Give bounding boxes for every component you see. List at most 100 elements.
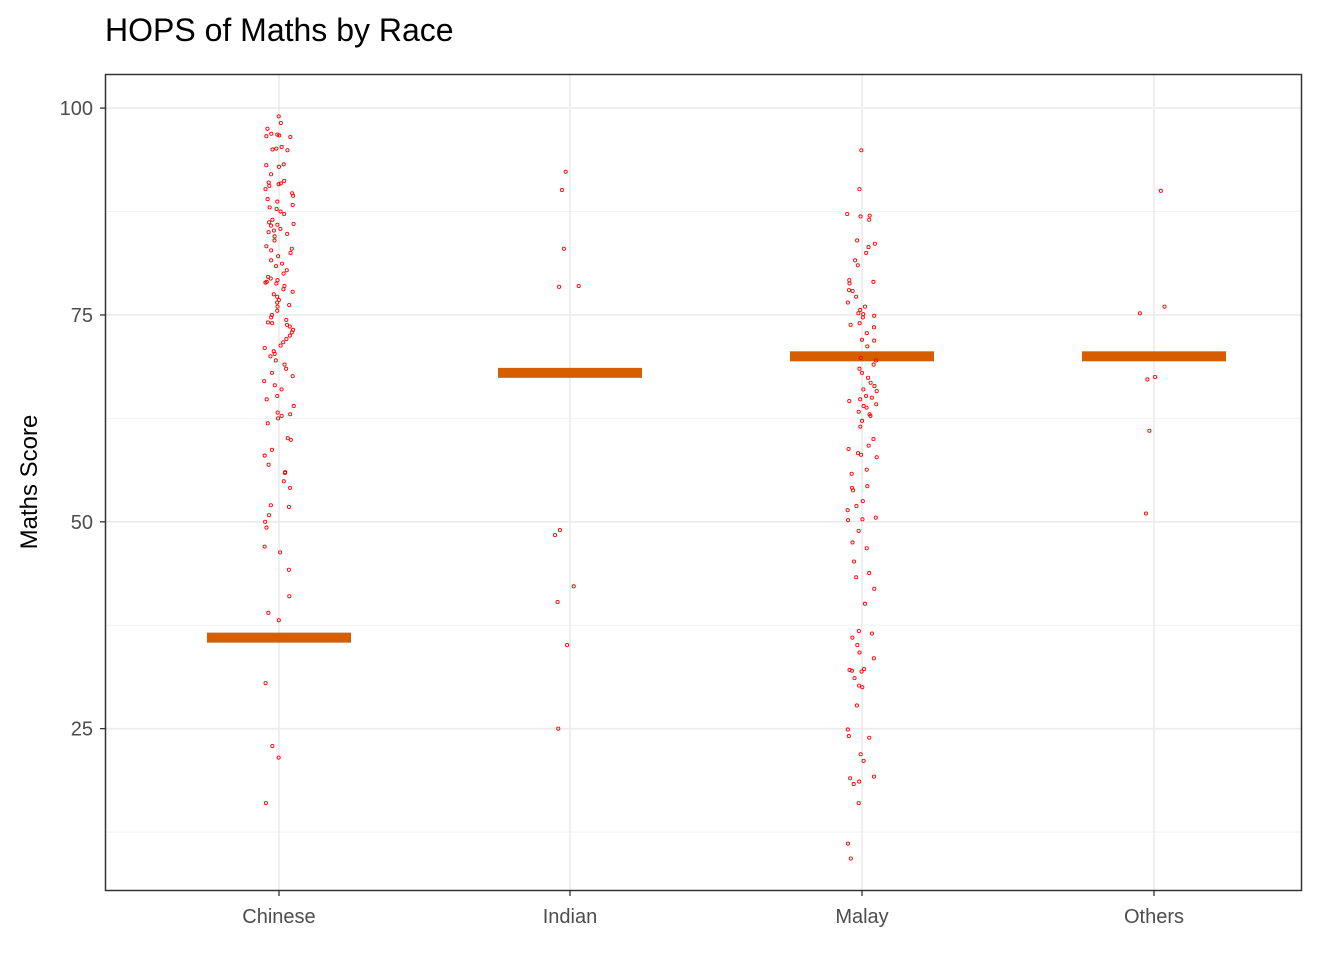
data-point <box>268 276 273 281</box>
data-point <box>286 567 291 572</box>
data-point <box>284 317 289 322</box>
data-point <box>869 395 874 400</box>
data-point <box>263 681 268 686</box>
data-point <box>850 288 855 294</box>
data-point <box>864 393 869 399</box>
data-point <box>275 222 280 227</box>
data-point <box>282 283 287 289</box>
data-point <box>263 519 268 524</box>
data-point <box>264 244 269 249</box>
data-point <box>845 300 850 305</box>
data-point <box>275 308 280 313</box>
data-point <box>845 727 850 732</box>
data-point <box>859 337 865 342</box>
data-point <box>265 421 270 426</box>
data-point <box>845 508 850 513</box>
data-point <box>265 197 270 202</box>
data-point <box>267 183 272 188</box>
data-point <box>264 397 269 402</box>
data-point <box>860 315 865 320</box>
data-point <box>268 354 273 359</box>
data-point <box>867 735 872 740</box>
data-point <box>871 279 876 284</box>
data-point <box>854 575 859 580</box>
data-point <box>1158 188 1163 193</box>
data-point <box>282 211 287 217</box>
data-point <box>872 338 877 343</box>
data-point <box>274 281 279 286</box>
data-point <box>858 355 863 361</box>
data-point <box>276 254 281 259</box>
data-point <box>556 726 561 731</box>
chart-title: HOPS of Maths by Race <box>105 12 454 48</box>
data-point <box>268 223 274 228</box>
data-point <box>275 199 280 204</box>
data-point <box>291 193 296 198</box>
summary-bars <box>207 351 1226 643</box>
data-point <box>858 214 863 219</box>
data-point <box>264 134 269 139</box>
data-point <box>288 437 293 442</box>
data-point <box>284 268 289 273</box>
data-point <box>872 313 877 318</box>
data-point <box>280 261 285 266</box>
data-point <box>563 169 568 174</box>
data-point <box>869 631 874 636</box>
data-point <box>866 443 871 448</box>
data-point <box>571 584 576 589</box>
data-point <box>290 374 295 379</box>
data-point <box>561 246 566 251</box>
data-point <box>557 284 562 289</box>
data-point <box>866 375 871 380</box>
data-point <box>856 528 861 533</box>
data-point <box>868 380 873 385</box>
data-point <box>284 366 289 371</box>
data-point <box>849 668 854 673</box>
data-point <box>857 366 862 371</box>
data-point <box>859 370 864 375</box>
data-point <box>287 324 292 329</box>
data-point <box>281 340 286 345</box>
data-point <box>265 320 271 325</box>
y-tick-label: 75 <box>71 305 93 327</box>
data-point <box>288 250 293 255</box>
data-point <box>847 281 852 286</box>
data-point <box>270 743 275 749</box>
data-point <box>275 294 280 299</box>
data-point <box>851 782 856 787</box>
data-point <box>262 544 267 549</box>
data-point <box>266 180 271 185</box>
data-point <box>872 384 877 389</box>
data-point <box>275 304 280 309</box>
data-point <box>282 362 287 367</box>
data-point <box>269 258 274 263</box>
data-point <box>268 503 273 508</box>
data-point <box>861 403 866 409</box>
data-point <box>856 409 861 414</box>
data-point <box>864 546 869 551</box>
data-point <box>271 228 276 233</box>
data-point <box>864 405 869 410</box>
data-point <box>848 322 853 327</box>
data-point <box>277 133 282 138</box>
data-point <box>289 330 294 335</box>
data-point <box>871 656 876 661</box>
data-point <box>868 413 873 418</box>
data-point <box>286 504 291 509</box>
summary-bar-others <box>1082 351 1226 362</box>
data-point <box>873 515 878 520</box>
data-point <box>285 436 290 441</box>
data-point <box>861 758 866 763</box>
data-point <box>266 230 271 235</box>
data-point <box>555 600 560 605</box>
data-point <box>867 213 872 218</box>
data-point <box>263 187 268 192</box>
x-tick-label-others: Others <box>1124 906 1184 928</box>
data-point <box>857 650 862 655</box>
summary-bar-chinese <box>207 632 351 643</box>
data-point <box>262 379 267 384</box>
data-point <box>848 776 853 781</box>
data-point <box>264 163 269 168</box>
data-point <box>871 774 877 779</box>
data-point <box>1143 511 1149 516</box>
